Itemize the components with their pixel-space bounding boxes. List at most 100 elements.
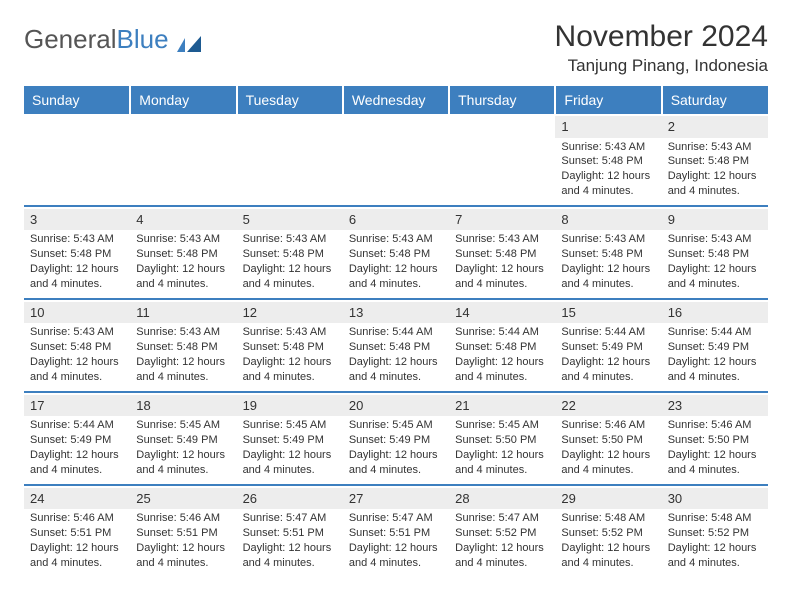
week-row: 10Sunrise: 5:43 AMSunset: 5:48 PMDayligh… xyxy=(24,300,768,392)
sunrise-line: Sunrise: 5:44 AM xyxy=(455,325,549,340)
day-cell: 25Sunrise: 5:46 AMSunset: 5:51 PMDayligh… xyxy=(130,486,236,577)
sunrise-line: Sunrise: 5:43 AM xyxy=(30,325,124,340)
day-number: 11 xyxy=(130,302,236,324)
sunrise-line: Sunrise: 5:46 AM xyxy=(136,511,230,526)
sunset-line: Sunset: 5:49 PM xyxy=(668,340,762,355)
day-cell: 24Sunrise: 5:46 AMSunset: 5:51 PMDayligh… xyxy=(24,486,130,577)
daylight-line: Daylight: 12 hours and 4 minutes. xyxy=(136,355,230,385)
sunset-line: Sunset: 5:52 PM xyxy=(455,526,549,541)
day-number: 14 xyxy=(449,302,555,324)
sunset-line: Sunset: 5:48 PM xyxy=(243,340,337,355)
sunrise-line: Sunrise: 5:46 AM xyxy=(561,418,655,433)
day-header: Thursday xyxy=(449,86,555,114)
sunset-line: Sunset: 5:48 PM xyxy=(455,247,549,262)
daylight-line: Daylight: 12 hours and 4 minutes. xyxy=(455,355,549,385)
sunset-line: Sunset: 5:49 PM xyxy=(136,433,230,448)
day-cell: 20Sunrise: 5:45 AMSunset: 5:49 PMDayligh… xyxy=(343,393,449,485)
sunset-line: Sunset: 5:51 PM xyxy=(136,526,230,541)
daylight-line: Daylight: 12 hours and 4 minutes. xyxy=(30,448,124,478)
daylight-line: Daylight: 12 hours and 4 minutes. xyxy=(561,169,655,199)
sunset-line: Sunset: 5:48 PM xyxy=(455,340,549,355)
day-cell: 22Sunrise: 5:46 AMSunset: 5:50 PMDayligh… xyxy=(555,393,661,485)
day-number: 7 xyxy=(449,209,555,231)
sunrise-line: Sunrise: 5:48 AM xyxy=(668,511,762,526)
sunset-line: Sunset: 5:50 PM xyxy=(668,433,762,448)
sunrise-line: Sunrise: 5:44 AM xyxy=(349,325,443,340)
sunset-line: Sunset: 5:51 PM xyxy=(30,526,124,541)
day-cell: 21Sunrise: 5:45 AMSunset: 5:50 PMDayligh… xyxy=(449,393,555,485)
day-cell: 19Sunrise: 5:45 AMSunset: 5:49 PMDayligh… xyxy=(237,393,343,485)
day-cell: 13Sunrise: 5:44 AMSunset: 5:48 PMDayligh… xyxy=(343,300,449,392)
day-cell: 3Sunrise: 5:43 AMSunset: 5:48 PMDaylight… xyxy=(24,207,130,299)
sunrise-line: Sunrise: 5:47 AM xyxy=(349,511,443,526)
sunrise-line: Sunrise: 5:47 AM xyxy=(243,511,337,526)
day-number: 10 xyxy=(24,302,130,324)
daylight-line: Daylight: 12 hours and 4 minutes. xyxy=(349,262,443,292)
empty-day xyxy=(343,114,449,206)
calendar-body: 1Sunrise: 5:43 AMSunset: 5:48 PMDaylight… xyxy=(24,114,768,577)
day-number: 17 xyxy=(24,395,130,417)
brand-text-2: Blue xyxy=(117,24,169,55)
daylight-line: Daylight: 12 hours and 4 minutes. xyxy=(455,541,549,571)
daylight-line: Daylight: 12 hours and 4 minutes. xyxy=(668,355,762,385)
sunrise-line: Sunrise: 5:43 AM xyxy=(561,232,655,247)
day-header: Monday xyxy=(130,86,236,114)
sunrise-line: Sunrise: 5:44 AM xyxy=(30,418,124,433)
sunrise-line: Sunrise: 5:43 AM xyxy=(136,232,230,247)
day-cell: 2Sunrise: 5:43 AMSunset: 5:48 PMDaylight… xyxy=(662,114,768,206)
calendar-header-row: SundayMondayTuesdayWednesdayThursdayFrid… xyxy=(24,86,768,114)
daylight-line: Daylight: 12 hours and 4 minutes. xyxy=(668,262,762,292)
daylight-line: Daylight: 12 hours and 4 minutes. xyxy=(455,448,549,478)
day-cell: 4Sunrise: 5:43 AMSunset: 5:48 PMDaylight… xyxy=(130,207,236,299)
day-header: Tuesday xyxy=(237,86,343,114)
day-cell: 18Sunrise: 5:45 AMSunset: 5:49 PMDayligh… xyxy=(130,393,236,485)
day-cell: 30Sunrise: 5:48 AMSunset: 5:52 PMDayligh… xyxy=(662,486,768,577)
sunrise-line: Sunrise: 5:43 AM xyxy=(455,232,549,247)
sunset-line: Sunset: 5:49 PM xyxy=(561,340,655,355)
daylight-line: Daylight: 12 hours and 4 minutes. xyxy=(668,169,762,199)
sunset-line: Sunset: 5:48 PM xyxy=(668,247,762,262)
daylight-line: Daylight: 12 hours and 4 minutes. xyxy=(136,541,230,571)
day-cell: 14Sunrise: 5:44 AMSunset: 5:48 PMDayligh… xyxy=(449,300,555,392)
sunset-line: Sunset: 5:48 PM xyxy=(349,340,443,355)
day-header: Wednesday xyxy=(343,86,449,114)
day-number: 18 xyxy=(130,395,236,417)
day-number: 29 xyxy=(555,488,661,510)
daylight-line: Daylight: 12 hours and 4 minutes. xyxy=(136,262,230,292)
sunrise-line: Sunrise: 5:43 AM xyxy=(243,232,337,247)
day-number: 6 xyxy=(343,209,449,231)
daylight-line: Daylight: 12 hours and 4 minutes. xyxy=(243,448,337,478)
day-cell: 9Sunrise: 5:43 AMSunset: 5:48 PMDaylight… xyxy=(662,207,768,299)
daylight-line: Daylight: 12 hours and 4 minutes. xyxy=(561,541,655,571)
sunset-line: Sunset: 5:50 PM xyxy=(455,433,549,448)
sunrise-line: Sunrise: 5:43 AM xyxy=(30,232,124,247)
daylight-line: Daylight: 12 hours and 4 minutes. xyxy=(136,448,230,478)
sunset-line: Sunset: 5:48 PM xyxy=(136,247,230,262)
day-number: 4 xyxy=(130,209,236,231)
day-cell: 6Sunrise: 5:43 AMSunset: 5:48 PMDaylight… xyxy=(343,207,449,299)
sunset-line: Sunset: 5:48 PM xyxy=(136,340,230,355)
sunset-line: Sunset: 5:49 PM xyxy=(243,433,337,448)
week-row: 1Sunrise: 5:43 AMSunset: 5:48 PMDaylight… xyxy=(24,114,768,206)
day-cell: 11Sunrise: 5:43 AMSunset: 5:48 PMDayligh… xyxy=(130,300,236,392)
sunset-line: Sunset: 5:48 PM xyxy=(243,247,337,262)
day-number: 9 xyxy=(662,209,768,231)
day-number: 2 xyxy=(662,116,768,138)
sunset-line: Sunset: 5:51 PM xyxy=(243,526,337,541)
sunset-line: Sunset: 5:48 PM xyxy=(30,340,124,355)
brand-sail-icon xyxy=(175,30,203,50)
day-number: 5 xyxy=(237,209,343,231)
daylight-line: Daylight: 12 hours and 4 minutes. xyxy=(30,355,124,385)
daylight-line: Daylight: 12 hours and 4 minutes. xyxy=(561,355,655,385)
sunset-line: Sunset: 5:48 PM xyxy=(668,154,762,169)
week-row: 17Sunrise: 5:44 AMSunset: 5:49 PMDayligh… xyxy=(24,393,768,485)
day-cell: 16Sunrise: 5:44 AMSunset: 5:49 PMDayligh… xyxy=(662,300,768,392)
daylight-line: Daylight: 12 hours and 4 minutes. xyxy=(349,448,443,478)
daylight-line: Daylight: 12 hours and 4 minutes. xyxy=(455,262,549,292)
sunrise-line: Sunrise: 5:44 AM xyxy=(561,325,655,340)
day-cell: 1Sunrise: 5:43 AMSunset: 5:48 PMDaylight… xyxy=(555,114,661,206)
daylight-line: Daylight: 12 hours and 4 minutes. xyxy=(30,541,124,571)
daylight-line: Daylight: 12 hours and 4 minutes. xyxy=(668,448,762,478)
empty-day xyxy=(449,114,555,206)
day-cell: 8Sunrise: 5:43 AMSunset: 5:48 PMDaylight… xyxy=(555,207,661,299)
